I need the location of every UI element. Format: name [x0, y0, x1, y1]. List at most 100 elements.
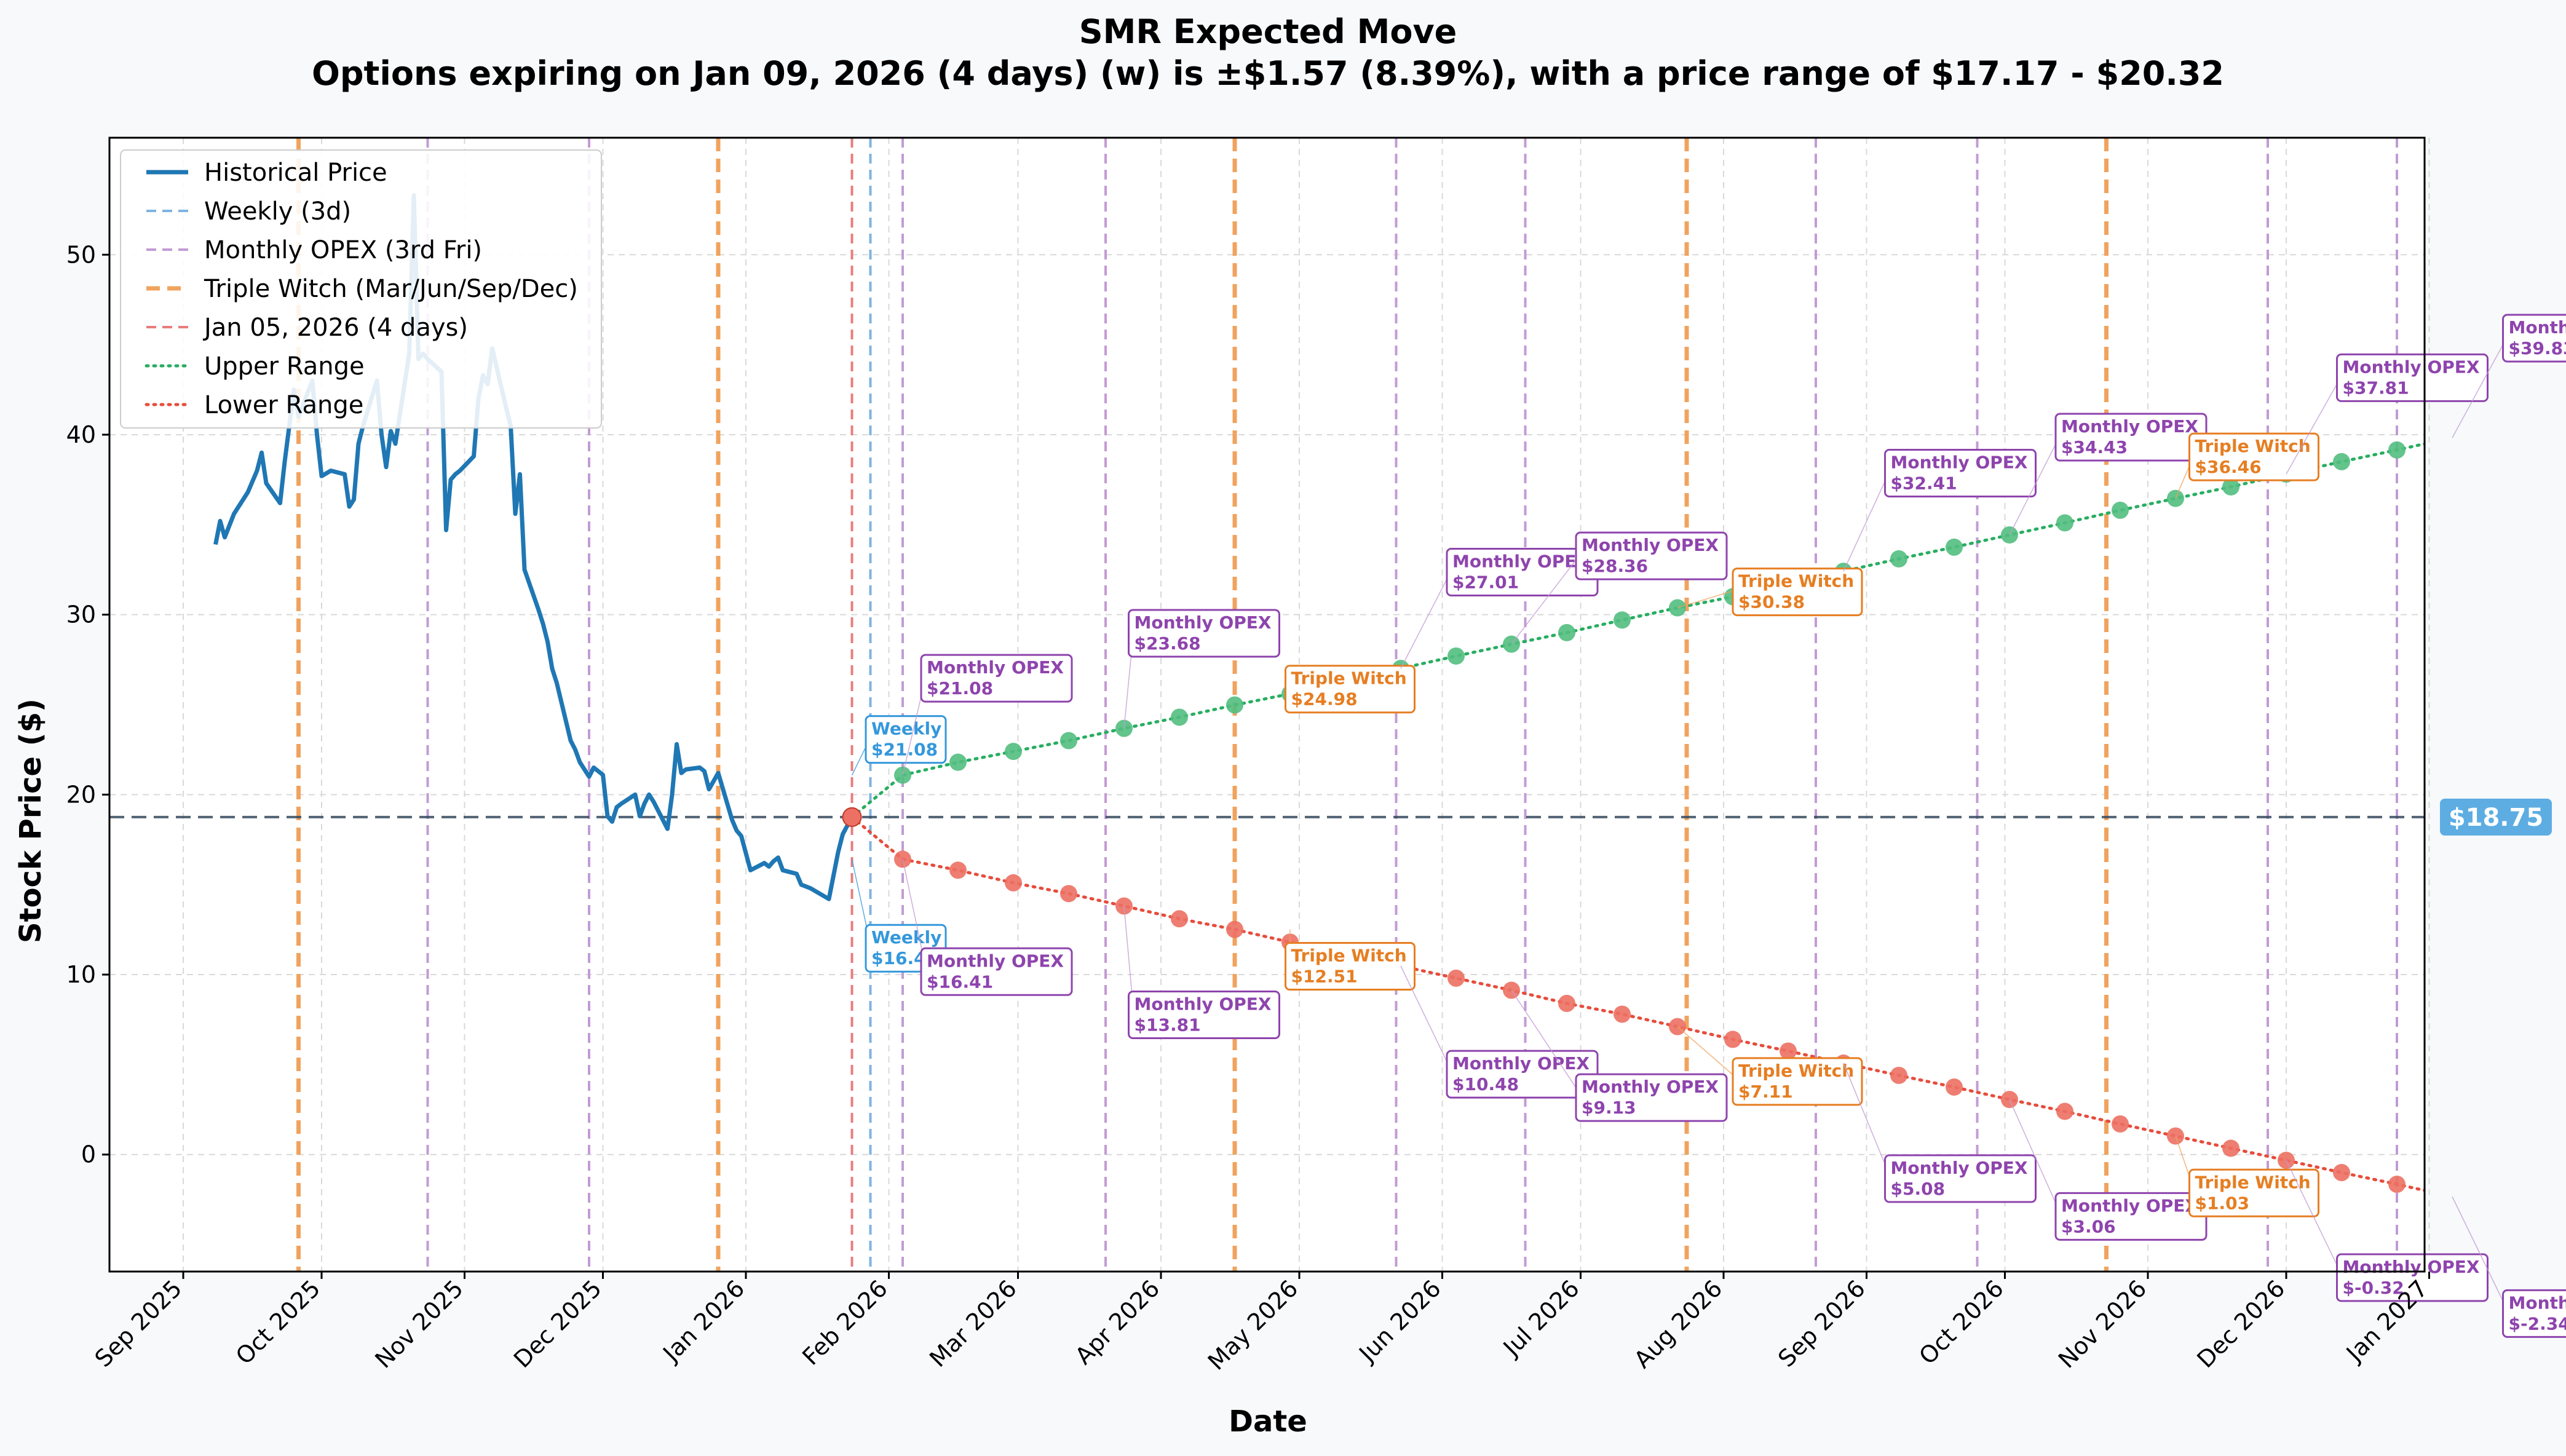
annotation-box — [1128, 609, 1280, 658]
annotation-leader — [2286, 1160, 2343, 1276]
plot-content — [109, 138, 2425, 1272]
y-tick-label: 40 — [66, 421, 96, 448]
annotation-value: $13.81 — [1135, 1015, 1201, 1035]
annotation-triple: Triple Witch$7.11 — [1677, 1026, 1863, 1106]
annotation-value: $3.06 — [2061, 1216, 2116, 1236]
chart-title: SMR Expected Move — [1079, 12, 1457, 51]
annotation-title: Triple Witch — [2195, 1172, 2311, 1192]
annotation-value: $27.01 — [1452, 572, 1519, 592]
lower-range-point — [1558, 994, 1575, 1012]
annotation-value: $30.38 — [1738, 592, 1805, 612]
annotation-title: Monthly OPEX — [2343, 1257, 2480, 1277]
legend-label: Triple Witch (Mar/Jun/Sep/Dec) — [204, 275, 578, 303]
annotation-box — [1575, 531, 1728, 580]
upper-range-point — [2112, 501, 2129, 519]
annotation-triple: Triple Witch$30.38 — [1677, 568, 1863, 617]
annotation-leader — [2286, 374, 2343, 475]
legend-label: Lower Range — [204, 391, 363, 419]
annotation-value: $5.08 — [1891, 1179, 1946, 1199]
annotation-value: $36.46 — [2195, 457, 2262, 477]
upper-range-point — [1171, 708, 1188, 726]
annotation-value: $-0.32 — [2343, 1278, 2404, 1298]
annotation-monthly: Monthly OPEX$16.41 — [902, 859, 1073, 996]
annotation-title: Monthly OPEX — [1891, 1158, 2028, 1178]
annotation-value: $28.36 — [1582, 556, 1648, 576]
lower-range-point — [2222, 1139, 2239, 1157]
annotation-title: Monthly OPEX — [1582, 1077, 1719, 1097]
annotation-box — [2188, 432, 2319, 481]
annotation-title: Monthly OPEX — [1135, 994, 1272, 1015]
annotation-title: Monthly OPEX — [2061, 1195, 2198, 1216]
annotation-box — [920, 654, 1073, 703]
annotation-box — [1285, 665, 1416, 714]
annotation-triple: Triple Witch$24.98 — [1285, 665, 1416, 714]
annotation-title: Monthly OPEX — [2509, 1292, 2566, 1313]
annotation-weekly: Weekly$21.08 — [851, 715, 947, 776]
annotation-leader — [1677, 588, 1738, 609]
annotation-title: Monthly OPEX — [927, 951, 1064, 971]
lower-range-point — [2112, 1115, 2129, 1133]
upper-range-point — [1226, 696, 1243, 714]
annotation-monthly: Monthly OPEX$9.13 — [1511, 990, 1728, 1122]
annotation-title: Triple Witch — [1291, 945, 1407, 965]
annotation-box — [920, 947, 1073, 996]
legend: Historical Price Weekly (3d) Monthly OPEX … — [120, 149, 602, 429]
upper-range-point — [1447, 647, 1465, 665]
y-tick-label: 10 — [66, 961, 96, 988]
annotation-monthly: Monthly OPEX$-2.34 — [2452, 1196, 2566, 1338]
annotation-box — [1884, 448, 2037, 497]
annotation-monthly: Monthly OPEX$34.43 — [2009, 413, 2208, 536]
annotation-box — [1732, 568, 1863, 617]
x-axis-label: Date — [1229, 1404, 1307, 1439]
annotation-leader — [1843, 470, 1891, 572]
legend-label: Jan 05, 2026 (4 days) — [202, 314, 468, 342]
y-tick-label: 20 — [66, 781, 96, 808]
upper-range-point — [2222, 478, 2239, 496]
annotation-leader — [2009, 434, 2061, 536]
annotation-title: Weekly — [871, 719, 941, 739]
annotation-box — [1884, 1154, 2037, 1203]
annotation-title: Triple Witch — [1291, 668, 1407, 689]
upper-range-point — [2388, 441, 2406, 459]
annotation-triple: Triple Witch$1.03 — [2175, 1136, 2319, 1217]
annotation-monthly: Monthly OPEX$37.81 — [2286, 353, 2489, 475]
annotation-box — [1128, 991, 1280, 1040]
annotation-title: Weekly — [871, 927, 941, 948]
annotation-monthly: Monthly OPEX$39.83 — [2452, 314, 2566, 438]
annotation-value: $21.08 — [871, 740, 938, 760]
annotation-leader — [2452, 335, 2509, 438]
upper-range-point — [949, 753, 967, 771]
current-price-badge-label: $18.75 — [2449, 804, 2543, 832]
annotation-value: $24.98 — [1291, 689, 1358, 710]
annotation-triple: Triple Witch$36.46 — [2175, 432, 2319, 499]
annotation-value: $32.41 — [1891, 473, 1957, 493]
annotation-value: $9.13 — [1582, 1098, 1636, 1118]
lower-range-point — [1447, 969, 1465, 987]
annotation-monthly: Monthly OPEX$21.08 — [902, 654, 1073, 775]
annotation-title: Monthly OPEX — [1452, 1053, 1590, 1074]
annotation-value: $34.43 — [2061, 437, 2128, 457]
annotation-monthly: Monthly OPEX$32.41 — [1843, 448, 2037, 572]
annotation-leader — [1511, 553, 1582, 645]
annotation-monthly: Monthly OPEX$13.81 — [1123, 906, 1280, 1040]
annotation-title: Monthly OPEX — [2509, 317, 2566, 338]
upper-range-point — [1890, 550, 1907, 568]
legend-label: Weekly (3d) — [204, 197, 351, 226]
upper-range-point — [1005, 743, 1022, 761]
annotation-box — [1285, 941, 1416, 991]
annotation-leader — [1511, 990, 1582, 1096]
current-price-point — [842, 807, 862, 827]
annotation-value: $37.81 — [2343, 378, 2409, 398]
annotation-title: Triple Witch — [1738, 1061, 1854, 1081]
annotation-value: $16.41 — [927, 971, 993, 992]
annotation-title: Monthly OPEX — [1135, 612, 1272, 633]
upper-range-point — [1060, 732, 1077, 750]
lower-range-point — [1724, 1031, 1741, 1048]
annotation-box — [2188, 1168, 2319, 1217]
lower-range-point — [1780, 1042, 1797, 1060]
y-tick-label: 30 — [66, 601, 96, 628]
upper-range-line — [850, 442, 2425, 819]
annotation-title: Monthly OPEX — [1452, 551, 1590, 571]
lower-range-point — [2056, 1102, 2073, 1120]
